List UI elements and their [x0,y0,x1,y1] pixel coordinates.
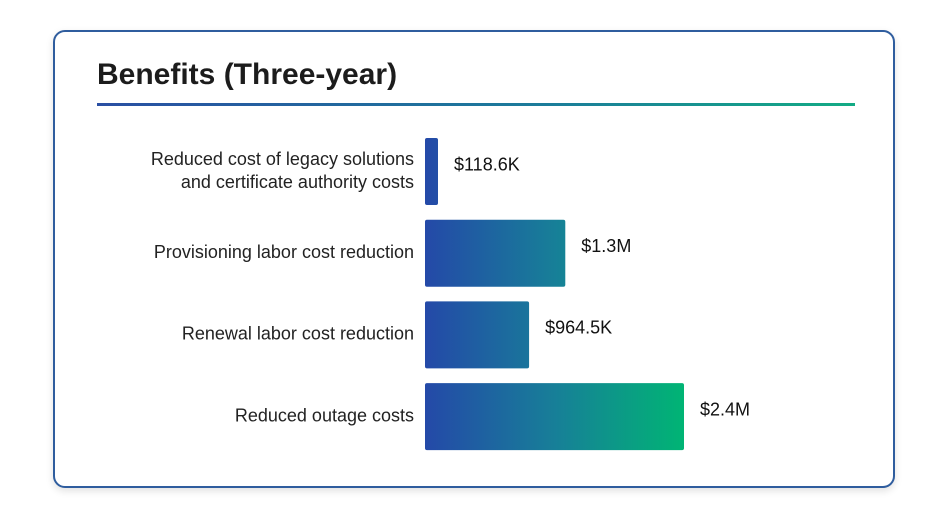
title-underline [97,103,855,106]
chart-title: Benefits (Three-year) [97,58,398,91]
category-label-0: Reduced cost of legacy solutions and cert… [151,149,414,192]
value-label-2: $964.5K [545,318,612,338]
category-label-0-line-0: Reduced cost of legacy solutions [151,149,414,169]
category-label-1-line-0: Provisioning labor cost reduction [154,242,414,262]
category-label-3: Reduced outage costs [235,405,414,425]
bars-layer [425,138,684,451]
value-label-0: $118.6K [454,154,520,174]
bar-0 [425,138,438,205]
category-label-2: Renewal labor cost reduction [182,324,414,344]
value-label-1: $1.3M [581,236,631,256]
category-label-3-line-0: Reduced outage costs [235,405,414,425]
bar-1 [425,219,566,287]
labels-layer: $118.6K Reduced cost of legacy solutions a… [151,149,750,426]
category-label-1: Provisioning labor cost reduction [154,242,414,262]
category-label-2-line-0: Renewal labor cost reduction [182,324,414,344]
bar-3 [425,383,684,451]
category-label-0-line-1: and certificate authority costs [181,172,414,192]
bar-2 [425,301,530,369]
value-label-3: $2.4M [700,399,750,419]
